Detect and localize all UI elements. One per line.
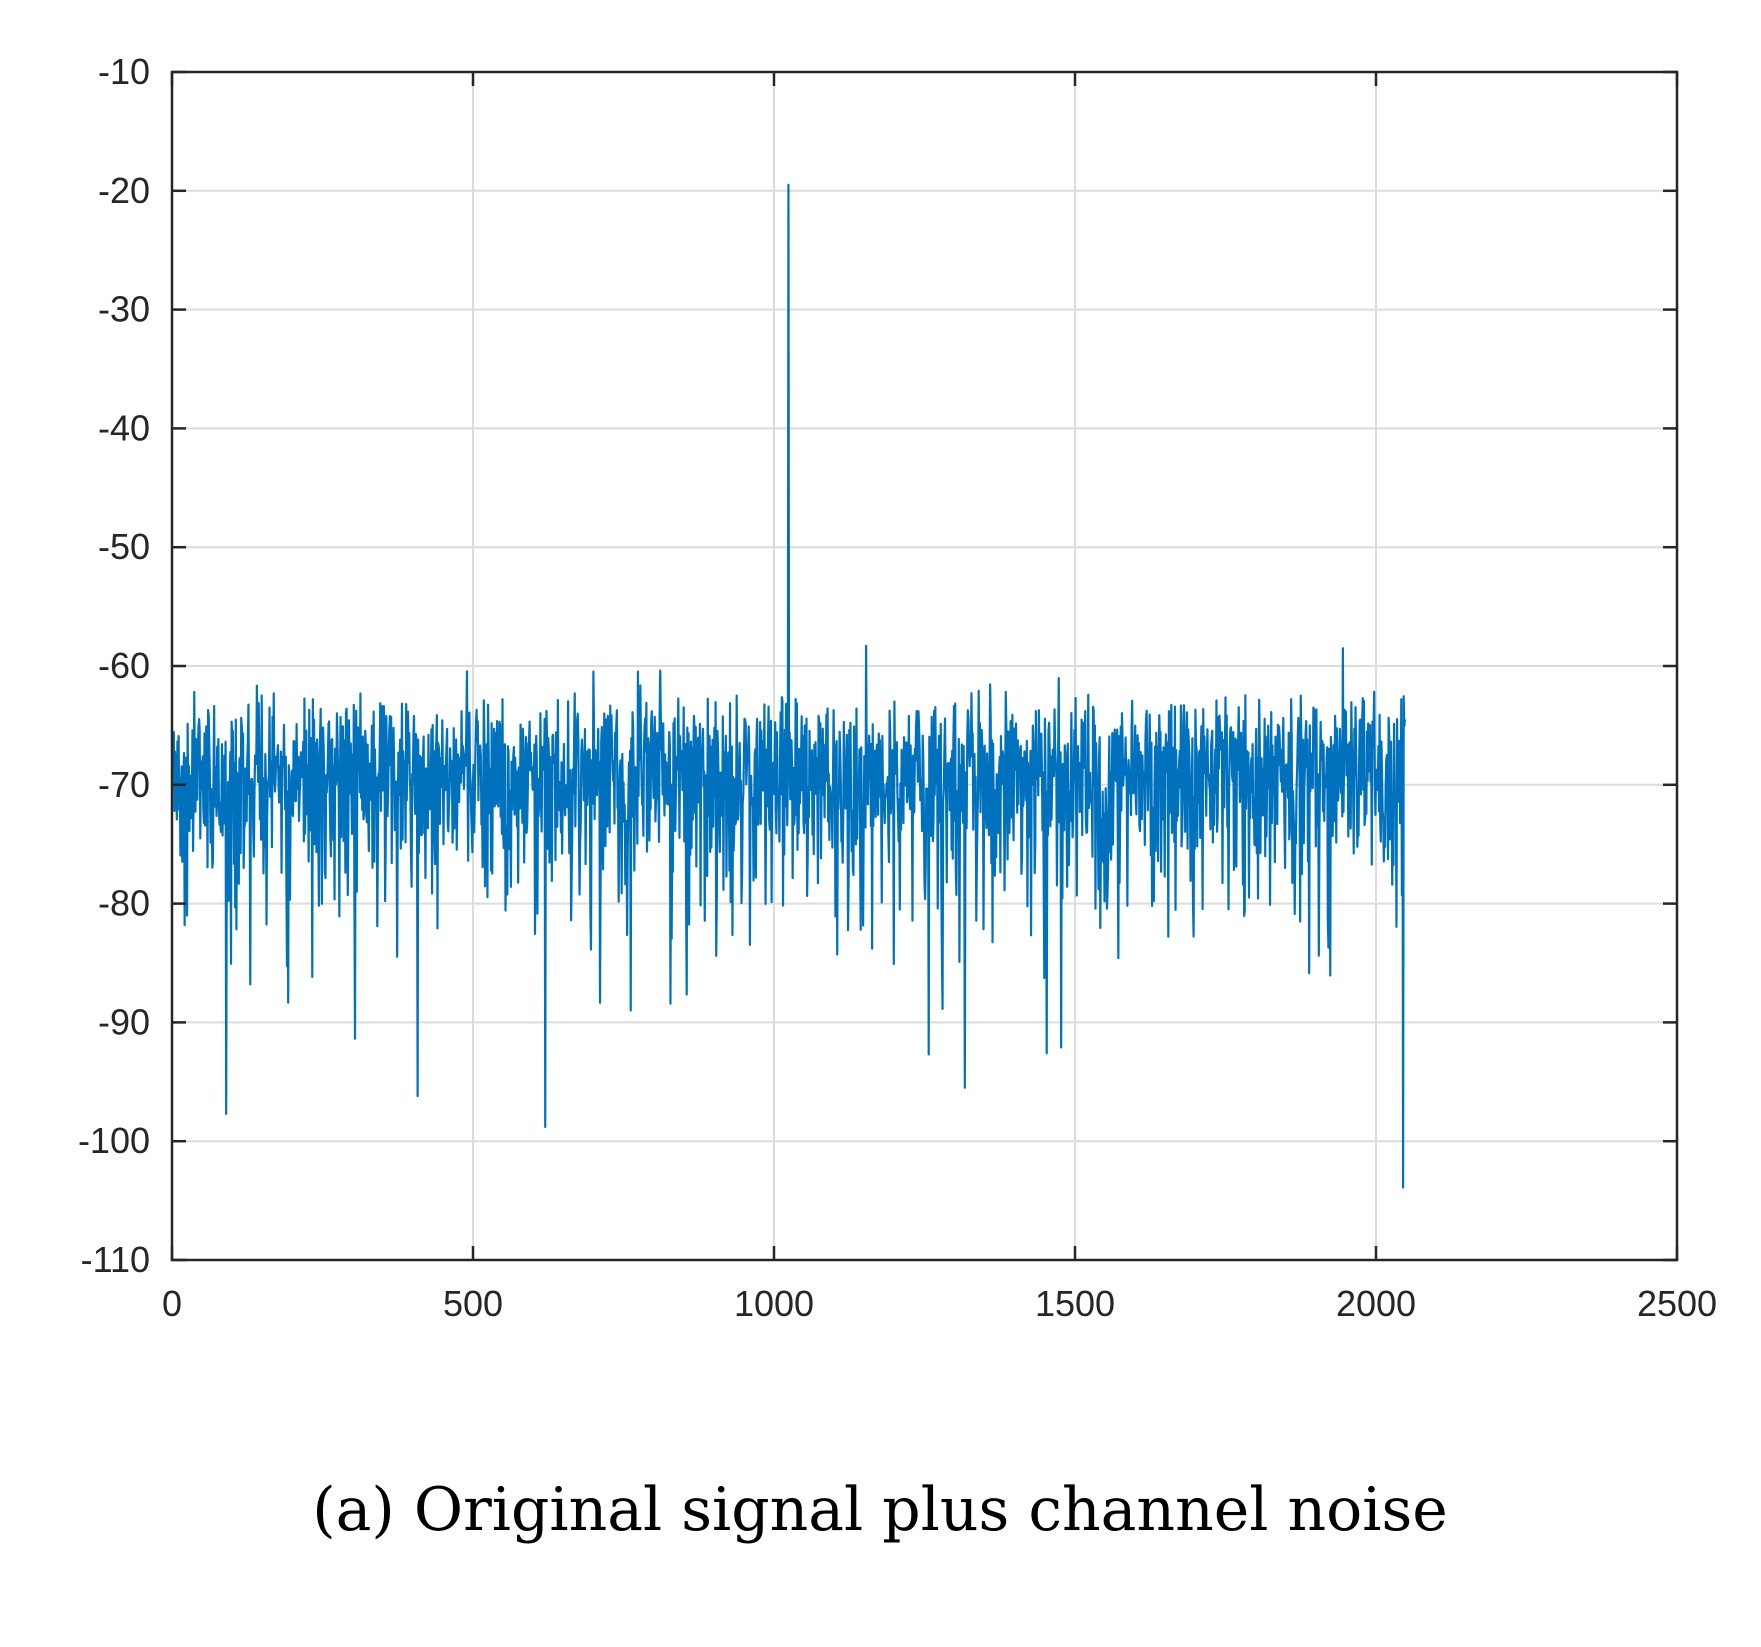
y-tick-label: -100 [78, 1120, 150, 1161]
grid [172, 72, 1677, 1260]
x-tick-label: 2000 [1336, 1283, 1416, 1324]
series-layer [171, 183, 1406, 1189]
x-tick-label: 1500 [1035, 1283, 1115, 1324]
y-tick-label: -80 [98, 883, 150, 924]
tick-labels: 0 500 1000 1500 2000 2500 -110 -100 -90 -80 -70 -60… [78, 51, 1717, 1324]
y-tick-label: -90 [98, 1001, 150, 1042]
y-tick-label: -60 [98, 645, 150, 686]
x-tick-label: 0 [162, 1283, 182, 1324]
y-tick-label: -40 [98, 407, 150, 448]
ticks [170, 70, 1679, 1262]
y-tick-label: -50 [98, 526, 150, 567]
x-tick-label: 2500 [1637, 1283, 1717, 1324]
y-tick-label: -110 [81, 1239, 150, 1280]
x-tick-label: 500 [443, 1283, 503, 1324]
y-tick-label: -30 [98, 289, 150, 330]
x-tick-label: 1000 [734, 1283, 814, 1324]
series-line [171, 183, 1406, 1189]
y-tick-label: -10 [98, 51, 150, 92]
figure-caption: (a) Original signal plus channel noise [312, 1475, 1448, 1545]
y-tick-label: -20 [98, 170, 150, 211]
y-tick-label: -70 [98, 764, 150, 805]
